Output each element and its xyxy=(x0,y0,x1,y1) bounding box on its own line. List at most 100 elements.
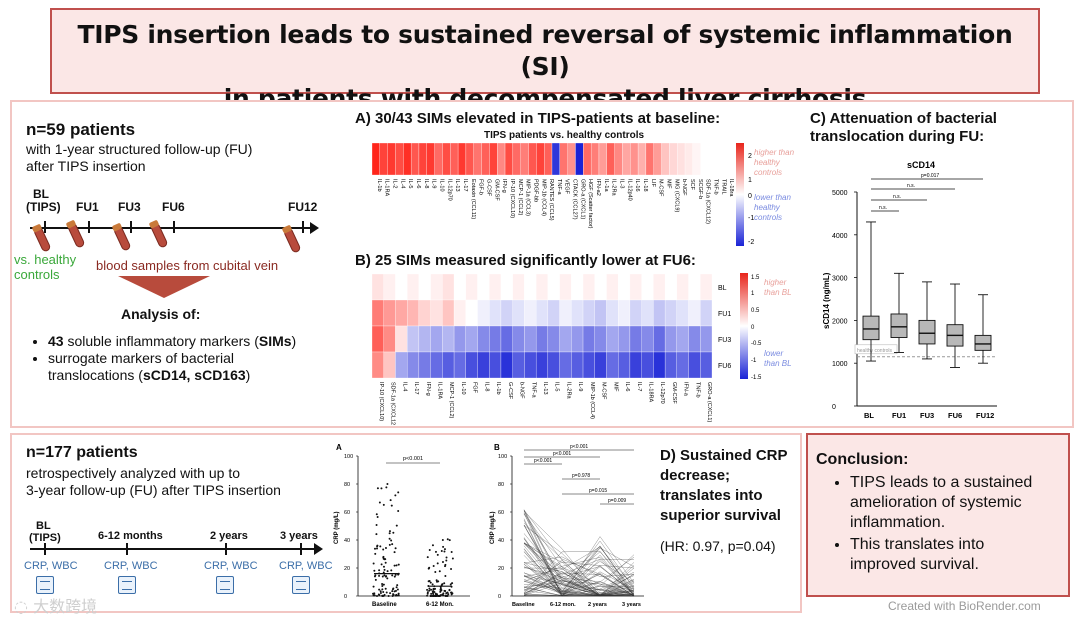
heatmap-b-cell xyxy=(582,325,595,353)
heatmap-b-cell xyxy=(477,299,490,327)
heatmap-a-cell xyxy=(434,142,443,176)
timeline-tips: (TIPS) xyxy=(26,200,61,214)
crp-b-y-label: CRP (mg/L) xyxy=(490,511,496,544)
crp-a-point xyxy=(434,571,437,574)
legend-a-lower-1: lower than xyxy=(754,193,791,202)
n177-desc-1: retrospectively analyzed with up to xyxy=(26,465,240,481)
crp-a-point xyxy=(388,537,391,540)
analysis-list: 43 soluble inflammatory markers (SIMs) s… xyxy=(30,333,340,384)
heatmap-a-cell xyxy=(669,142,678,176)
heatmap-a-cell xyxy=(684,142,694,176)
crp-a-point xyxy=(444,575,447,578)
boxplot-x-label: FU6 xyxy=(948,411,962,420)
heatmap-b-cell xyxy=(407,299,420,327)
heatmap-a-cell xyxy=(645,142,654,176)
crp-b-patient-line xyxy=(523,542,635,597)
blood-samples-label: blood samples from cubital vein xyxy=(96,258,279,273)
heatmap-b-col-label: IL-2Ra xyxy=(565,382,571,399)
crp-a-point xyxy=(446,594,449,597)
heatmap-b-cell xyxy=(442,299,455,327)
crp-b-patient-line xyxy=(523,525,635,595)
crp-a-point xyxy=(430,588,433,591)
crp-a-point xyxy=(384,587,387,590)
heatmap-b-cell xyxy=(641,273,654,301)
crp-b-sig-label: p=0.978 xyxy=(572,473,590,479)
down-arrow-icon xyxy=(118,276,210,298)
panel-d-heading: D) Sustained CRP decrease; translates in… xyxy=(660,446,788,526)
heatmap-a-cell xyxy=(622,142,631,176)
heatmap-a-label: GM-CSF xyxy=(493,179,499,201)
crp-wbc-2y: CRP, WBC xyxy=(204,560,258,572)
crp-a-point xyxy=(429,581,432,584)
heatmap-a-cell xyxy=(716,142,725,176)
panel-d-heading-1: D) Sustained CRP xyxy=(660,447,788,464)
crp-a-point xyxy=(375,533,378,536)
crp-a-point xyxy=(372,592,375,595)
boxplot-box xyxy=(890,313,908,338)
heatmap-b-col-label: IL-8 xyxy=(483,382,489,391)
crp-a-point xyxy=(382,590,385,593)
watermark-text: 大数跨境 xyxy=(33,597,98,616)
heatmap-b-cell xyxy=(664,351,677,379)
crp-a-point xyxy=(390,504,393,507)
timeline-fu1: FU1 xyxy=(76,200,99,214)
heatmap-a-cell xyxy=(677,142,686,176)
heatmap-a-cell xyxy=(403,142,412,176)
heatmap-b-cell xyxy=(418,325,431,353)
crp-a-point xyxy=(381,575,384,578)
legend-a-1: 1 xyxy=(748,177,752,184)
crp-a-point xyxy=(395,586,398,589)
timeline2-arrow-icon xyxy=(314,543,323,555)
crp-b-patient-line xyxy=(523,545,635,597)
healthy-controls-1: vs. healthy xyxy=(14,252,77,267)
timeline2-bl: BL xyxy=(36,520,51,532)
heatmap-a-label: M-CSF xyxy=(658,179,664,197)
heatmap-b-cell xyxy=(606,299,619,327)
crp-a-point xyxy=(437,594,440,597)
heatmap-b-cell xyxy=(559,351,572,379)
legend-b-lower-1: lower xyxy=(764,349,783,358)
crp-b-tick-label: 40 xyxy=(498,538,504,544)
heatmap-b-cell xyxy=(676,351,689,379)
heatmap-a-label: IFN-a2 xyxy=(595,179,601,196)
heatmap-a-cell xyxy=(371,142,380,176)
crp-b-patient-line xyxy=(523,557,635,596)
heatmap-b-cell xyxy=(535,351,549,379)
heatmap-a-cell xyxy=(520,142,529,176)
heatmap-a-cell xyxy=(575,142,584,176)
legend-a-lower-3: controls xyxy=(754,213,782,222)
watermark: ◌ 大数跨境 xyxy=(14,593,97,617)
heatmap-b-cell xyxy=(559,273,572,301)
crp-a-tick-label: 80 xyxy=(344,482,350,488)
crp-a-tick-label: 20 xyxy=(344,566,350,572)
heatmap-b-col-label: MCP-1 (CCL2) xyxy=(448,382,454,419)
crp-a-point xyxy=(428,566,431,569)
heatmap-b-cell xyxy=(524,273,537,301)
crp-a-point xyxy=(381,583,384,586)
heatmap-a: IL-1b IL-1RA IL-2 IL-4 IL-5 IL-6 IL-8 IL-9 IL-10… xyxy=(371,142,795,246)
crp-a-point xyxy=(442,592,445,595)
legend-a-higher-1: higher than xyxy=(754,148,795,157)
crp-a-point xyxy=(441,560,444,563)
crp-a-point xyxy=(436,593,439,596)
heatmap-b-cell xyxy=(489,299,502,327)
tick2-612 xyxy=(126,543,128,555)
heatmap-b-col-label: IL-6 xyxy=(624,382,630,391)
heatmap-b-cell xyxy=(571,351,584,379)
heatmap-b-cell xyxy=(700,273,713,301)
boxplot-sig-label: n.s. xyxy=(907,183,915,189)
heatmap-a-cell xyxy=(551,142,560,176)
heatmap-b-cell xyxy=(395,273,408,301)
crp-a-point xyxy=(378,574,381,577)
heatmap-b-cell xyxy=(641,325,654,353)
heatmap-b-cell xyxy=(629,273,642,301)
crp-a-point xyxy=(450,551,453,554)
heatmap-a-cell xyxy=(489,142,498,176)
heatmap-a-label: LIF xyxy=(650,179,656,188)
crp-a-point xyxy=(437,580,440,583)
heatmap-b-cell xyxy=(664,299,677,327)
healthy-controls-2: controls xyxy=(14,267,60,282)
timeline-fu12: FU12 xyxy=(288,200,318,214)
heatmap-a-label: MIF xyxy=(665,179,671,189)
heatmap-b-col-label: M-CSF xyxy=(601,382,607,400)
